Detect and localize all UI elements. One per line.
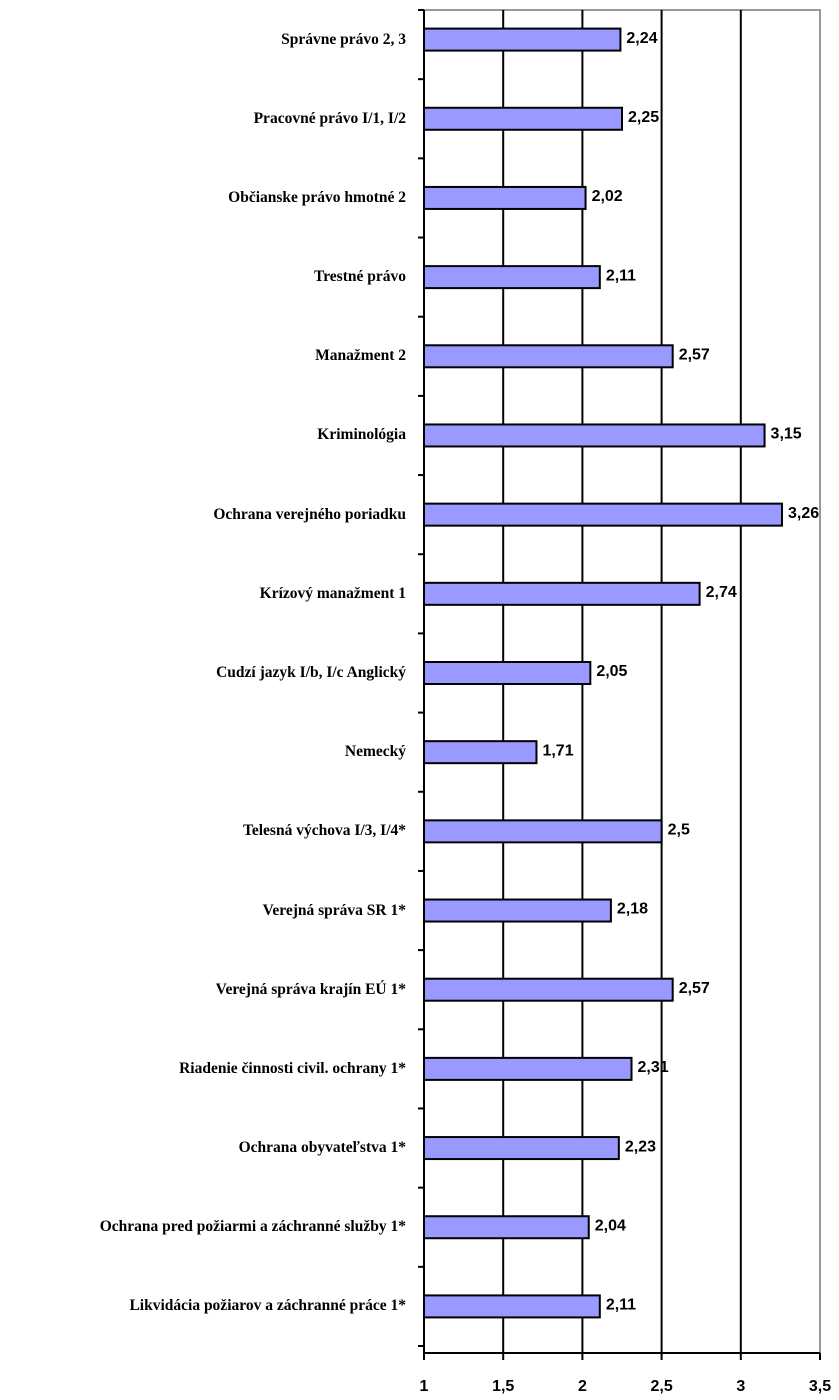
value-label: 2,24 bbox=[626, 30, 657, 47]
value-label: 2,31 bbox=[638, 1059, 669, 1076]
y-tick-label: Občianske právo hmotné 2 bbox=[228, 185, 415, 211]
y-tick-label: Verejná správa SR 1* bbox=[263, 898, 415, 924]
bar bbox=[423, 977, 674, 1002]
value-label: 2,18 bbox=[617, 901, 648, 918]
value-label: 2,02 bbox=[592, 188, 623, 205]
bar bbox=[423, 1294, 601, 1319]
value-label: 2,11 bbox=[606, 267, 636, 284]
y-tick-label: Cudzí jazyk I/b, I/c Anglický bbox=[216, 660, 415, 686]
y-tick-label: Pracovné právo I/1, I/2 bbox=[254, 106, 415, 132]
value-label: 3,15 bbox=[771, 426, 802, 443]
x-tick-label: 1 bbox=[420, 1378, 429, 1395]
x-tick-label: 2 bbox=[578, 1378, 587, 1395]
bar bbox=[423, 1215, 590, 1240]
bar bbox=[423, 106, 623, 131]
bar bbox=[423, 581, 701, 606]
x-tick-label: 3,5 bbox=[809, 1378, 831, 1395]
value-label: 2,11 bbox=[606, 1297, 636, 1314]
x-tick-label: 2,5 bbox=[650, 1378, 672, 1395]
y-tick-label: Krízový manažment 1 bbox=[260, 581, 415, 607]
value-label: 2,05 bbox=[596, 663, 627, 680]
category-text: Správne právo 2, 3 bbox=[281, 30, 406, 48]
value-label: 2,5 bbox=[668, 822, 690, 839]
y-tick-label: Ochrana pred požiarmi a záchranné služby… bbox=[100, 1214, 415, 1240]
bar bbox=[423, 344, 674, 369]
y-tick-label: Riadenie činnosti civil. ochrany 1* bbox=[179, 1056, 415, 1082]
bar bbox=[423, 423, 766, 448]
bar bbox=[423, 27, 622, 52]
x-tick-label: 3 bbox=[736, 1378, 745, 1395]
category-text: Krízový manažment 1 bbox=[259, 584, 406, 602]
category-text: Kriminológia bbox=[317, 426, 406, 444]
category-text: Cudzí jazyk I/b, I/c Anglický bbox=[216, 664, 406, 681]
value-label: 1,71 bbox=[542, 742, 573, 759]
bar bbox=[423, 898, 612, 923]
category-text: Občianske právo hmotné 2 bbox=[228, 188, 406, 206]
y-tick-label: Verejná správa krajín EÚ 1* bbox=[216, 977, 415, 1003]
y-tick-label: Manažment 2 bbox=[315, 343, 415, 369]
y-tick-label: Ochrana obyvateľstva 1* bbox=[239, 1135, 415, 1161]
y-tick-label: Telesná výchova I/3, I/4* bbox=[243, 818, 415, 844]
value-label: 2,23 bbox=[625, 1138, 656, 1155]
category-text: Ochrana pred požiarmi a záchranné služby… bbox=[99, 1218, 406, 1236]
category-text: Manažment 2 bbox=[315, 347, 406, 365]
category-text: Pracovné právo I/1, I/2 bbox=[253, 109, 406, 127]
category-text: Trestné právo bbox=[314, 268, 406, 286]
category-text: Verejná správa krajín EÚ 1* bbox=[215, 980, 406, 998]
bar bbox=[423, 1136, 620, 1161]
bar bbox=[423, 265, 601, 290]
value-label: 2,74 bbox=[706, 584, 737, 601]
bar bbox=[423, 819, 663, 844]
value-label: 2,04 bbox=[595, 1217, 626, 1234]
category-text: Verejná správa SR 1* bbox=[262, 901, 406, 919]
category-text: Nemecký bbox=[344, 743, 406, 761]
bar bbox=[423, 740, 538, 765]
x-tick-label: 1,5 bbox=[492, 1378, 514, 1395]
category-text: Ochrana verejného poriadku bbox=[213, 505, 406, 523]
y-tick-label: Ochrana verejného poriadku bbox=[213, 502, 415, 528]
bar bbox=[423, 661, 592, 685]
value-label: 3,26 bbox=[788, 505, 819, 522]
bar bbox=[423, 185, 587, 210]
category-text: Ochrana obyvateľstva 1* bbox=[238, 1139, 406, 1157]
value-label: 2,57 bbox=[679, 980, 710, 997]
value-label: 2,57 bbox=[679, 347, 710, 364]
bar bbox=[423, 502, 783, 527]
y-tick-label: Kriminológia bbox=[317, 422, 415, 448]
category-text: Riadenie činnosti civil. ochrany 1* bbox=[179, 1059, 406, 1077]
value-label: 2,25 bbox=[628, 109, 659, 126]
bar bbox=[423, 1056, 633, 1081]
category-text: Telesná výchova I/3, I/4* bbox=[242, 822, 406, 840]
y-tick-label: Trestné právo bbox=[314, 264, 415, 290]
plot-frame bbox=[424, 9, 821, 1353]
y-tick-label: Likvidácia požiarov a záchranné práce 1* bbox=[129, 1293, 415, 1319]
y-tick-label: Nemecký bbox=[345, 739, 415, 765]
category-text: Likvidácia požiarov a záchranné práce 1* bbox=[129, 1297, 406, 1315]
y-tick-label: Správne právo 2, 3 bbox=[281, 27, 415, 53]
